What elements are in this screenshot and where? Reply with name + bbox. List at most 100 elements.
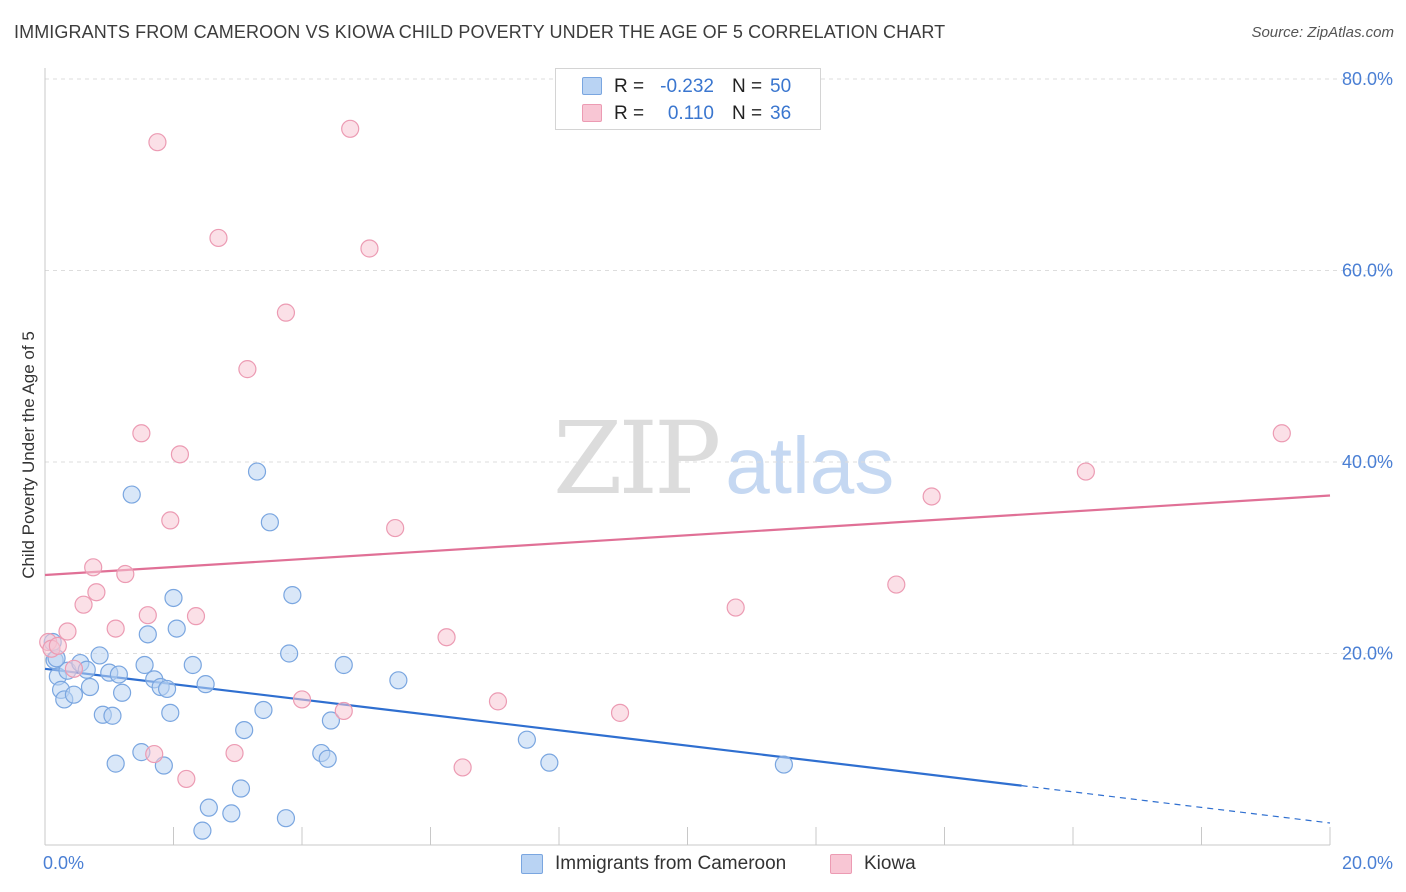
watermark-atlas: atlas [725,421,895,510]
stats-row-kiowa: R = 0.110 N = 36 [556,101,820,127]
point-cameroon [517,730,536,749]
axes [44,68,1331,846]
chart-title: IMMIGRANTS FROM CAMEROON VS KIOWA CHILD … [14,22,946,42]
swatch-cameroon [582,77,602,95]
r-value: -0.232 [660,76,714,97]
point-kiowa [132,424,151,443]
point-kiowa [334,701,353,721]
point-kiowa [437,628,456,647]
x-tick-label: 20.0% [1342,853,1393,873]
point-kiowa [360,239,379,258]
point-kiowa [292,690,312,709]
point-kiowa [225,743,244,763]
point-cameroon [193,821,212,840]
point-cameroon [109,665,128,684]
point-cameroon [157,679,177,699]
series-legend: Immigrants from Cameroon Kiowa [0,852,1406,878]
point-kiowa [1076,462,1095,481]
r-value: 0.110 [667,103,714,124]
point-kiowa [48,636,67,655]
point-cameroon [280,644,299,663]
point-kiowa [106,619,125,638]
watermark: ZIP atlas [553,400,894,517]
y-tick-label: 40.0% [1342,452,1393,472]
legend-swatch-kiowa [830,854,852,874]
trend-line-cameroon-extension [1021,785,1331,824]
point-kiowa [138,606,157,625]
n-value: 50 [770,76,792,97]
stats-legend: R = -0.232 N = 50 R = 0.110 N = 36 [555,68,821,130]
watermark-zip: ZIP [553,400,721,517]
point-cameroon [138,625,157,644]
point-kiowa [209,228,228,248]
point-cameroon [235,720,254,740]
point-kiowa [488,692,508,711]
point-cameroon [112,683,132,702]
point-kiowa [276,303,296,322]
x-tick-label: 0.0% [43,853,84,873]
point-cameroon [321,711,341,730]
point-kiowa [386,518,405,538]
point-kiowa [64,659,84,678]
point-cameroon [161,703,180,722]
data-points [39,119,1291,840]
point-cameroon [334,655,353,675]
point-kiowa [726,598,745,617]
y-axis-label: Child Poverty Under the Age of 5 [19,331,38,579]
y-tick-label: 60.0% [1342,261,1393,281]
point-cameroon [90,646,109,665]
stats-row-cameroon: R = -0.232 N = 50 [556,74,820,100]
point-cameroon [318,749,337,768]
point-kiowa [148,133,167,152]
point-cameroon [167,619,186,638]
point-kiowa [170,445,190,464]
point-cameroon [222,804,241,823]
y-tick-label: 20.0% [1342,644,1393,664]
point-kiowa [87,583,106,602]
legend-label-kiowa: Kiowa [864,853,916,874]
point-kiowa [161,511,180,530]
point-kiowa [84,558,103,577]
point-cameroon [231,779,251,798]
point-cameroon [199,798,218,817]
point-cameroon [254,700,273,720]
swatch-kiowa [582,104,602,122]
n-label: N = [732,76,763,97]
trend-line-kiowa [44,494,1331,577]
n-value: 36 [770,103,792,124]
point-kiowa [74,595,93,614]
legend-label-cameroon: Immigrants from Cameroon [555,853,787,874]
point-kiowa [453,758,472,777]
point-kiowa [341,119,360,138]
point-kiowa [177,769,196,789]
tick-labels: 20.0% 40.0% 60.0% 80.0% 0.0% 20.0% [43,69,1393,873]
point-kiowa [58,622,77,641]
chart-source: Source: ZipAtlas.com [1251,24,1394,41]
point-kiowa [186,607,206,626]
point-cameroon [540,753,559,772]
point-cameroon [135,655,154,675]
point-cameroon [64,685,84,704]
point-kiowa [116,564,135,584]
r-label: R = [614,103,645,124]
point-kiowa [145,744,164,764]
point-cameroon [276,809,296,828]
point-cameroon [164,588,183,608]
point-cameroon [389,671,408,690]
point-cameroon [106,754,125,773]
point-kiowa [887,575,906,594]
point-cameroon [183,655,202,675]
trend-lines [44,494,1331,824]
point-cameroon [196,675,215,694]
point-cameroon [103,706,122,725]
point-cameroon [247,462,267,481]
point-kiowa [238,360,257,379]
point-cameroon [283,585,302,605]
point-cameroon [774,755,793,774]
r-label: R = [614,76,645,97]
point-kiowa [610,703,630,722]
n-label: N = [732,103,763,124]
y-tick-label: 80.0% [1342,69,1393,89]
point-cameroon [260,513,279,532]
